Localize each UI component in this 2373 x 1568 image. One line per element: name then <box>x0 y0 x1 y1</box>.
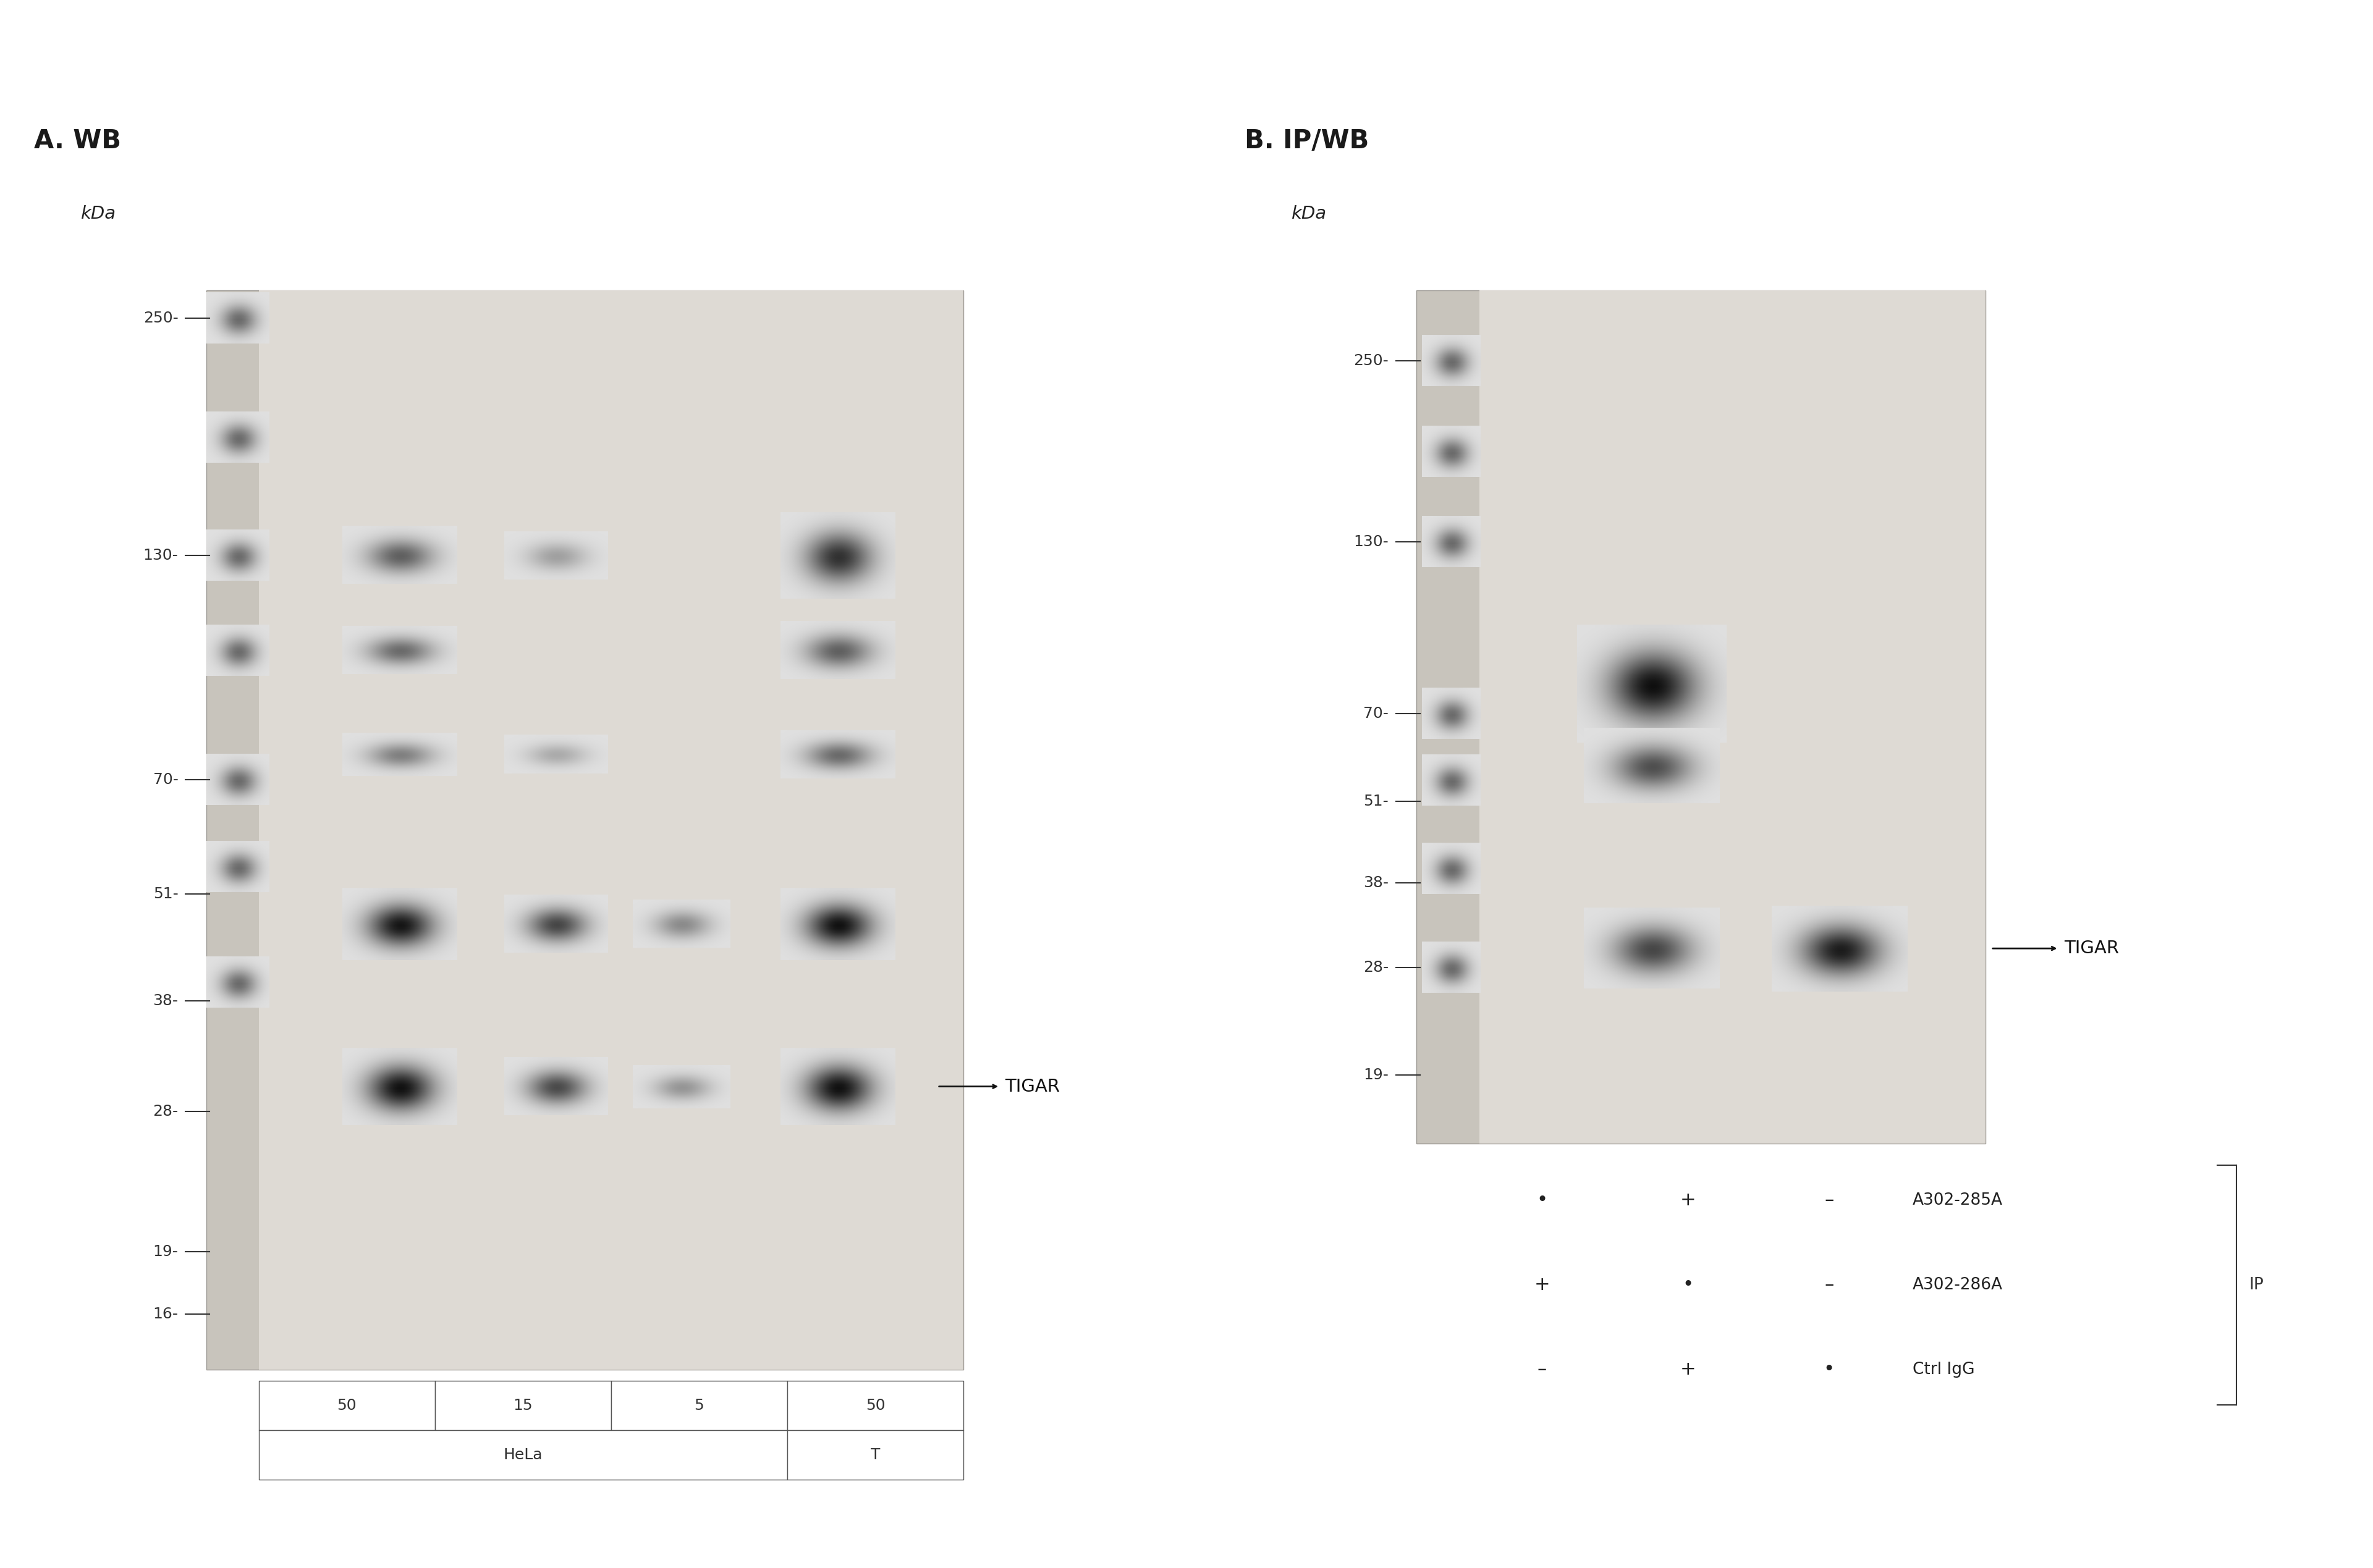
Bar <box>612 1381 788 1430</box>
Text: +: + <box>1680 1361 1697 1378</box>
Text: 38-: 38- <box>152 994 178 1008</box>
Text: +: + <box>1533 1276 1550 1294</box>
Text: 19-: 19- <box>152 1245 178 1259</box>
Bar <box>434 1381 612 1430</box>
Text: B. IP/WB: B. IP/WB <box>1243 127 1369 154</box>
Bar <box>1417 290 1986 1145</box>
Text: •: • <box>1535 1192 1547 1209</box>
Bar <box>788 1430 963 1480</box>
Text: –: – <box>1538 1361 1547 1378</box>
Text: 250-: 250- <box>1353 353 1388 368</box>
Text: 50: 50 <box>337 1399 356 1413</box>
Text: 250-: 250- <box>142 310 178 326</box>
Text: 16-: 16- <box>152 1306 178 1322</box>
Bar <box>206 290 963 1370</box>
Text: •: • <box>1682 1276 1694 1294</box>
Text: 38-: 38- <box>1362 875 1388 891</box>
Text: 130-: 130- <box>142 547 178 563</box>
Text: 19-: 19- <box>1362 1068 1388 1082</box>
Text: 50: 50 <box>866 1399 885 1413</box>
Text: HeLa: HeLa <box>503 1447 543 1463</box>
Text: 70-: 70- <box>152 771 178 787</box>
Text: +: + <box>1680 1192 1697 1209</box>
Bar <box>1478 290 1986 1145</box>
Bar <box>259 1381 434 1430</box>
Text: Ctrl IgG: Ctrl IgG <box>1913 1361 1974 1378</box>
Text: 51-: 51- <box>1364 793 1388 809</box>
Text: T: T <box>871 1447 880 1463</box>
Text: –: – <box>1825 1276 1834 1294</box>
Text: 28-: 28- <box>1362 960 1388 975</box>
Text: 51-: 51- <box>154 887 178 902</box>
Text: 28-: 28- <box>152 1104 178 1120</box>
Text: 5: 5 <box>695 1399 705 1413</box>
Bar <box>788 1381 963 1430</box>
Text: 130-: 130- <box>1353 535 1388 549</box>
Text: –: – <box>1825 1192 1834 1209</box>
Text: kDa: kDa <box>81 205 116 223</box>
Text: •: • <box>1822 1361 1834 1378</box>
Bar <box>259 1430 788 1480</box>
Bar <box>259 290 963 1370</box>
Text: IP: IP <box>2250 1276 2264 1294</box>
Text: A302-286A: A302-286A <box>1913 1276 2003 1294</box>
Text: TIGAR: TIGAR <box>2065 939 2119 956</box>
Text: kDa: kDa <box>1291 205 1327 223</box>
Text: 15: 15 <box>513 1399 532 1413</box>
Text: A302-285A: A302-285A <box>1913 1192 2003 1209</box>
Text: A. WB: A. WB <box>33 127 121 154</box>
Text: TIGAR: TIGAR <box>1006 1077 1061 1094</box>
Text: 70-: 70- <box>1362 706 1388 721</box>
